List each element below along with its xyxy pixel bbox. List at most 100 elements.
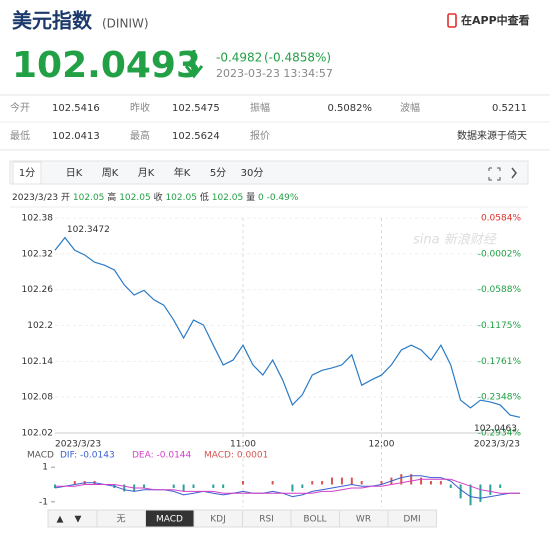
change: -0.4982 <box>216 51 262 65</box>
macd-bar <box>350 477 353 485</box>
y2-tick-label: 0.0584% <box>481 214 521 224</box>
stat-label: 波幅 <box>400 101 420 114</box>
info-value: 102.05 <box>119 193 151 203</box>
info-line: 2023/3/23 开 102.05 高 102.05 收 102.05 低 1… <box>12 191 299 203</box>
max-label: 102.3472 <box>67 225 110 235</box>
info-label: 开 <box>61 192 70 203</box>
indicator-tab[interactable]: BOLL <box>303 515 326 525</box>
info-value: 102.05 <box>73 193 105 203</box>
y2-tick-label: -0.2934% <box>478 429 522 439</box>
macd-bar <box>439 481 442 485</box>
legend-entry: DIF: -0.0143 <box>60 451 115 461</box>
macd-bar <box>410 474 413 485</box>
info-label: 高 <box>107 191 116 203</box>
tab[interactable]: 日K <box>66 168 83 179</box>
arrow-button[interactable]: ▲ <box>57 515 64 525</box>
tab[interactable]: 年K <box>174 166 191 179</box>
stat-label: 最高 <box>130 129 150 142</box>
tab[interactable]: 周K <box>102 167 119 179</box>
macd-bar <box>400 474 403 485</box>
legend-entry: MACD: 0.0001 <box>204 451 268 461</box>
info-date: 2023/3/23 <box>12 193 58 203</box>
tab[interactable]: 5分 <box>210 167 226 179</box>
fullscreen-icon[interactable] <box>488 167 501 181</box>
info-value: 102.05 <box>212 193 244 203</box>
stat-label: 振幅 <box>250 101 270 114</box>
legend-entry: DEA: -0.0144 <box>132 451 192 461</box>
indicator-tab[interactable]: KDJ <box>210 515 226 525</box>
y-tick-label: 102.02 <box>22 429 54 439</box>
info-label: 量 <box>246 192 255 203</box>
macd-bar <box>143 484 146 488</box>
indicator-tab[interactable]: MACD <box>156 515 183 525</box>
stat-value: 102.5475 <box>172 103 220 114</box>
x-tick-label: 2023/3/23 <box>55 440 101 450</box>
info-value: 102.05 <box>165 193 197 203</box>
macd-bar <box>271 481 274 485</box>
macd-bar <box>222 484 225 488</box>
stat-label: 昨收 <box>130 101 150 114</box>
indicator-tab-bg[interactable] <box>387 509 437 528</box>
indicator-tab[interactable]: WR <box>356 515 371 525</box>
stat-value: 102.5624 <box>172 131 220 142</box>
app-link[interactable]: 在APP中查看 <box>461 13 530 27</box>
down-arrow <box>184 50 204 79</box>
tab[interactable]: 30分 <box>241 167 264 179</box>
macd-bar <box>311 481 314 485</box>
change-pct: (-0.4858%) <box>264 51 331 65</box>
macd-bar <box>331 477 334 485</box>
stat-label: 最低 <box>10 129 30 142</box>
indicator-tab[interactable]: 无 <box>116 514 125 525</box>
code: (DINIW) <box>102 17 149 31</box>
quote-time: 2023-03-23 13:34:57 <box>216 67 333 80</box>
phone-icon[interactable] <box>447 13 457 28</box>
tab-bar <box>9 160 529 185</box>
tab[interactable]: 月K <box>138 167 155 179</box>
y2-tick-label: -0.1175% <box>478 321 522 331</box>
y-tick-label: 102.38 <box>22 214 54 224</box>
macd-bar <box>340 477 343 485</box>
macd-bar <box>499 484 502 488</box>
indicator-tab[interactable]: DMI <box>403 515 420 525</box>
info-label: 低 <box>200 191 209 203</box>
macd-bar <box>420 477 423 485</box>
info-change: -0.49% <box>267 193 299 203</box>
last-label: 102.0463 <box>474 424 517 434</box>
macd-bar <box>489 484 492 495</box>
expand-icon[interactable] <box>511 167 517 179</box>
arrow-button[interactable]: ▼ <box>75 515 82 525</box>
y-tick-label: 102.08 <box>22 393 54 403</box>
stat-value: 102.0413 <box>52 131 100 142</box>
macd-bar <box>182 484 185 492</box>
macd-bar <box>479 484 482 502</box>
macd-bar <box>73 481 76 485</box>
y-tick-label: -1 <box>39 497 48 507</box>
macd-bar <box>192 484 195 488</box>
macd-bar <box>212 484 215 488</box>
stat-value: 0.5082% <box>328 103 373 114</box>
y-tick-label: 102.32 <box>22 249 54 259</box>
tab[interactable]: 1分 <box>19 167 35 179</box>
macd-bar <box>429 481 432 485</box>
stat-label: 报价 <box>250 129 270 142</box>
price-line <box>54 236 521 418</box>
macd-title: MACD <box>27 451 54 461</box>
y2-tick-label: -0.0588% <box>478 285 522 295</box>
macd-bar <box>172 484 175 488</box>
macd-bar <box>291 484 294 492</box>
stat-value: 0.5211 <box>492 103 527 114</box>
active-tab[interactable] <box>12 161 42 185</box>
y2-tick-label: -0.1761% <box>478 357 522 367</box>
x-tick-label: 12:00 <box>369 440 395 450</box>
stat-value: 102.5416 <box>52 103 100 114</box>
macd-bar <box>469 484 472 506</box>
macd-bar <box>241 481 244 485</box>
y-tick-label: 102.14 <box>22 357 54 367</box>
x-tick-label: 11:00 <box>230 440 256 450</box>
title: 美元指数 <box>12 9 93 33</box>
indicator-tab[interactable]: RSI <box>259 515 274 525</box>
stat-label: 今开 <box>10 101 30 114</box>
info-label: 收 <box>154 191 163 203</box>
